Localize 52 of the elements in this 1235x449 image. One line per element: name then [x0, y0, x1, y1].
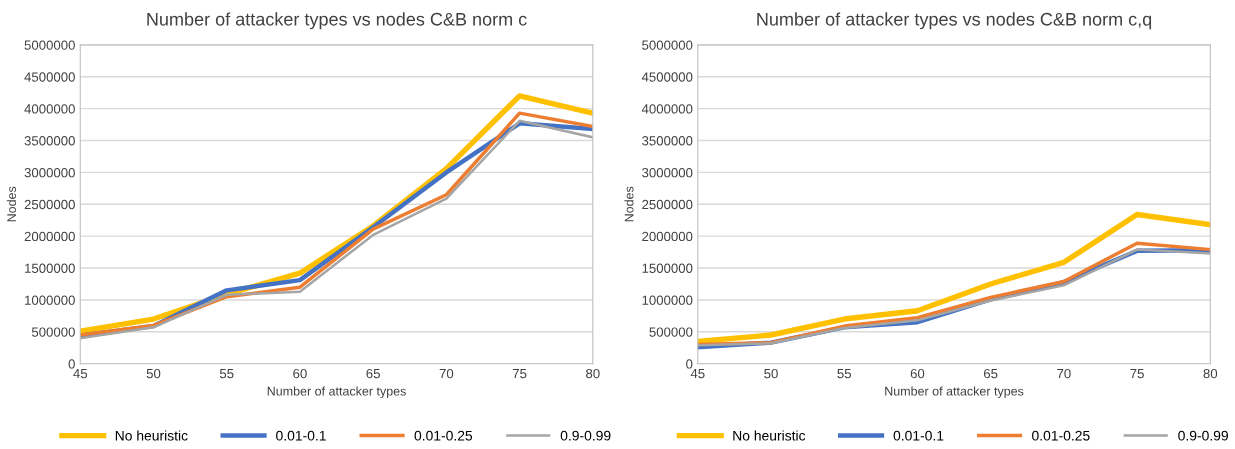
y-tick-label: 3500000 — [642, 136, 693, 146]
y-tick-label: 2000000 — [24, 231, 75, 242]
x-axis-title: Number of attacker types — [267, 386, 406, 399]
y-tick-label: 2000000 — [642, 231, 693, 242]
y-tick-label: 2500000 — [24, 199, 75, 210]
x-tick-label: 50 — [146, 368, 161, 379]
y-tick-label: 4500000 — [641, 72, 693, 82]
legend-label: 0.01-0.1 — [893, 430, 944, 441]
y-tick-label: 1000000 — [25, 295, 75, 305]
x-tick-label: 65 — [366, 368, 380, 379]
x-tick-label: 70 — [439, 368, 454, 379]
x-tick-label: 75 — [1130, 369, 1144, 379]
x-tick-label: 80 — [1203, 368, 1218, 379]
y-tick-label: 5000000 — [642, 40, 693, 50]
x-tick-label: 50 — [764, 368, 778, 379]
x-tick-label: 45 — [73, 369, 88, 379]
y-tick-label: 4000000 — [24, 104, 75, 114]
legend-label: 0.01-0.1 — [276, 430, 326, 441]
x-tick-label: 55 — [219, 369, 234, 379]
y-tick-label: 500000 — [31, 327, 75, 337]
x-tick-label: 55 — [837, 369, 851, 379]
y-tick-label: 3500000 — [24, 136, 75, 146]
y-tick-label: 4500000 — [24, 72, 75, 82]
x-tick-label: 75 — [512, 369, 527, 379]
y-tick-label: 0 — [686, 359, 693, 369]
y-tick-label: 0 — [68, 359, 75, 369]
x-axis-title: Number of attacker types — [885, 386, 1024, 399]
x-tick-label: 60 — [293, 368, 307, 379]
y-axis-title: Nodes — [6, 186, 17, 222]
legend-label: No heuristic — [733, 430, 806, 441]
chart-title: Number of attacker types vs nodes C&B norm c — [147, 12, 527, 30]
y-tick-label: 3000000 — [24, 167, 75, 178]
y-tick-label: 1500000 — [25, 263, 75, 273]
y-axis-title: Nodes — [624, 186, 634, 222]
legend-label: 0.9-0.99 — [1178, 430, 1228, 441]
y-tick-label: 4000000 — [641, 104, 693, 114]
y-tick-label: 2500000 — [642, 199, 693, 210]
x-tick-label: 45 — [690, 369, 705, 379]
y-tick-label: 1000000 — [642, 295, 693, 305]
y-tick-label: 5000000 — [24, 40, 75, 50]
legend-label: 0.9-0.99 — [560, 430, 611, 441]
y-tick-label: 3000000 — [642, 167, 693, 178]
x-tick-label: 60 — [910, 368, 925, 379]
legend-label: No heuristic — [115, 430, 188, 441]
y-tick-label: 500000 — [649, 327, 693, 337]
chart-title: Number of attacker types vs nodes C&B norm c,q — [757, 12, 1152, 30]
y-tick-label: 1500000 — [642, 263, 693, 273]
x-tick-label: 65 — [983, 368, 998, 379]
legend-label: 0.01-0.25 — [1032, 430, 1090, 441]
legend-label: 0.01-0.25 — [414, 430, 473, 441]
x-tick-label: 80 — [586, 368, 600, 379]
x-tick-label: 70 — [1057, 368, 1071, 379]
